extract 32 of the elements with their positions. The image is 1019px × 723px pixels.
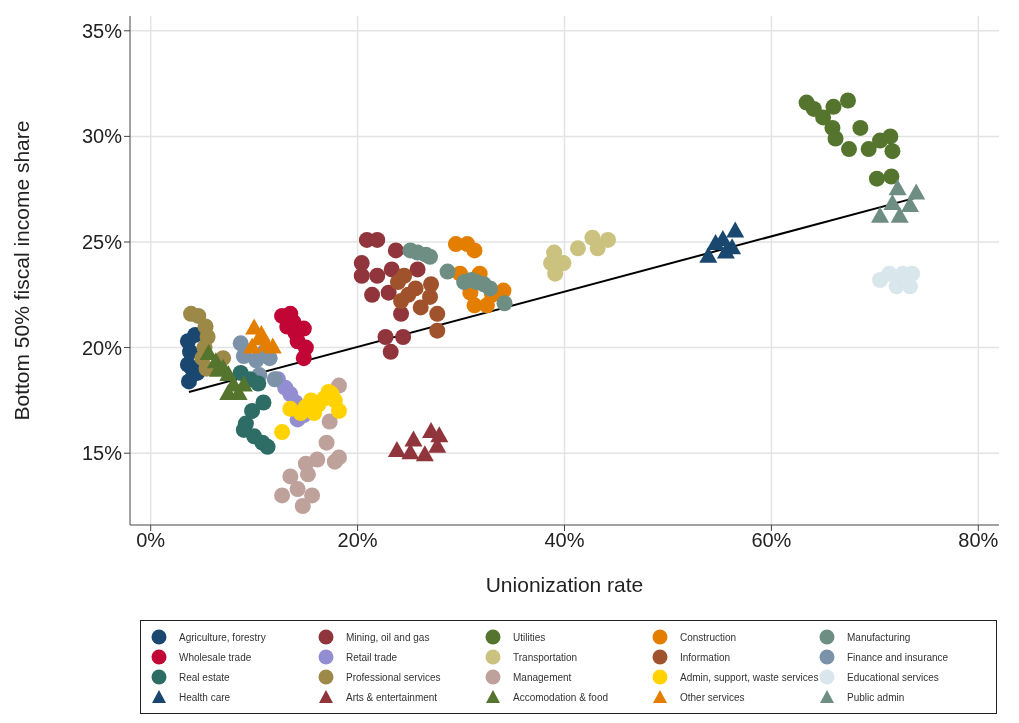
legend-label: Public admin xyxy=(847,691,905,703)
x-tick-label: 40% xyxy=(544,529,585,552)
y-tick-label: 35% xyxy=(81,19,123,42)
y-tick-label: 30% xyxy=(81,125,123,148)
legend-label: Real estate xyxy=(179,671,230,683)
x-tick-label: 0% xyxy=(136,529,166,552)
legend-label: Arts & entertainment xyxy=(346,691,438,703)
legend-label: Mining, oil and gas xyxy=(346,631,430,643)
y-tick-label: 15% xyxy=(81,442,123,465)
legend-label: Manufacturing xyxy=(847,631,911,643)
y-axis-title: Bottom 50% fiscal income share xyxy=(10,120,34,421)
legend-label: Admin, support, waste services xyxy=(680,671,819,683)
legend-label: Wholesale trade xyxy=(179,651,252,663)
y-tick-label: 25% xyxy=(81,231,123,254)
legend-label: Health care xyxy=(179,691,231,703)
legend-label: Utilities xyxy=(513,631,546,643)
x-tick-label: 80% xyxy=(958,529,999,552)
legend-label: Finance and insurance xyxy=(847,651,949,663)
x-tick-label: 60% xyxy=(751,529,792,552)
legend-label: Retail trade xyxy=(346,651,398,663)
x-axis-title: Unionization rate xyxy=(485,573,644,596)
legend-label: Professional services xyxy=(346,671,441,683)
legend-label: Agriculture, forestry xyxy=(179,631,266,643)
legend-label: Information xyxy=(680,651,731,663)
legend-label: Management xyxy=(513,671,572,683)
legend-label: Other services xyxy=(680,691,745,703)
legend-label: Construction xyxy=(680,631,737,643)
legend-label: Transportation xyxy=(513,651,578,663)
x-tick-label: 20% xyxy=(337,529,378,552)
legend-label: Educational services xyxy=(847,671,939,683)
y-tick-label: 20% xyxy=(81,336,123,359)
legend-label: Accomodation & food xyxy=(513,691,609,703)
